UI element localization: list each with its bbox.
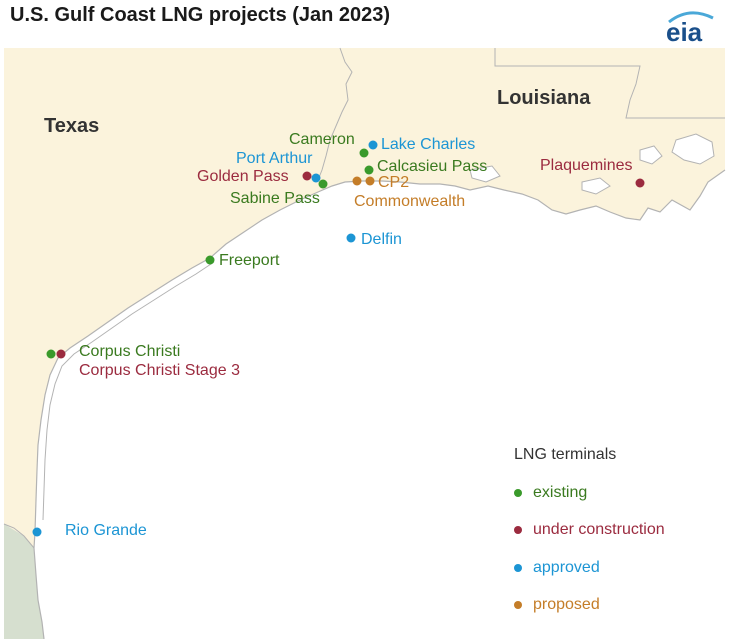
label-lake-charles: Lake Charles <box>381 136 475 153</box>
terminal-dot-rio-grande[interactable] <box>32 527 42 537</box>
svg-text:eia: eia <box>666 17 703 44</box>
legend-label-proposed: proposed <box>533 596 600 613</box>
legend-item-proposed: proposed <box>514 596 665 615</box>
terminal-dot-sabine-pass[interactable] <box>318 179 328 189</box>
terminal-dot-corpus-christi-stage-3[interactable] <box>56 349 66 359</box>
legend-item-approved: approved <box>514 558 665 577</box>
louisiana-mississippi-border <box>494 48 725 119</box>
terminal-dot-calcasieu-pass[interactable] <box>364 165 374 175</box>
terminal-dot-lake-charles[interactable] <box>368 140 378 150</box>
texas-louisiana-border <box>317 47 353 181</box>
legend-item-existing: existing <box>514 483 665 502</box>
label-sabine-pass: Sabine Pass <box>230 190 320 207</box>
label-rio-grande: Rio Grande <box>65 522 147 539</box>
label-calcasieu-pass: Calcasieu Pass <box>377 158 487 175</box>
mexico-area <box>4 524 44 639</box>
legend-label-approved: approved <box>533 558 600 576</box>
label-cameron: Cameron <box>289 131 355 148</box>
terminal-dot-golden-pass[interactable] <box>302 171 312 181</box>
legend-title: LNG terminals <box>514 446 617 463</box>
terminal-dot-plaquemines[interactable] <box>635 178 645 188</box>
label-commonwealth: Commonwealth <box>354 193 465 210</box>
terminal-dot-freeport[interactable] <box>205 255 215 265</box>
legend-dot-existing <box>514 488 522 497</box>
land-area <box>4 48 725 548</box>
legend-dot-approved <box>514 563 522 572</box>
legend-label-existing: existing <box>533 483 588 501</box>
legend-dot-under-construction <box>514 526 522 534</box>
label-port-arthur: Port Arthur <box>236 150 313 167</box>
legend: LNG terminals existing under constructio… <box>514 446 665 633</box>
label-freeport: Freeport <box>219 252 280 269</box>
legend-dot-proposed <box>514 601 522 609</box>
label-corpus-christi-stage-3: Corpus Christi Stage 3 <box>79 362 240 379</box>
terminal-dot-cp2[interactable] <box>365 176 375 186</box>
legend-item-under-construction: under construction <box>514 521 665 540</box>
terminal-dot-corpus-christi[interactable] <box>46 349 56 359</box>
label-plaquemines: Plaquemines <box>540 157 633 174</box>
rio-grande-border <box>3 523 35 549</box>
eia-logo: eia <box>666 11 714 44</box>
label-corpus-christi: Corpus Christi <box>79 343 180 360</box>
terminal-dot-commonwealth[interactable] <box>352 176 362 186</box>
coastal-lakes <box>469 133 715 195</box>
map-title: U.S. Gulf Coast LNG projects (Jan 2023) <box>10 4 391 26</box>
label-delfin: Delfin <box>361 231 402 248</box>
label-golden-pass: Golden Pass <box>197 168 289 185</box>
barrier-islands <box>42 261 215 521</box>
terminal-dot-port-arthur[interactable] <box>311 173 321 183</box>
state-label-louisiana: Louisiana <box>497 87 591 109</box>
label-cp2: CP2 <box>378 174 409 191</box>
terminal-dot-cameron[interactable] <box>359 148 369 158</box>
terminal-dot-delfin[interactable] <box>346 233 356 243</box>
legend-label-under-construction: under construction <box>533 521 665 538</box>
coastline <box>33 169 726 639</box>
state-label-texas: Texas <box>44 115 99 137</box>
